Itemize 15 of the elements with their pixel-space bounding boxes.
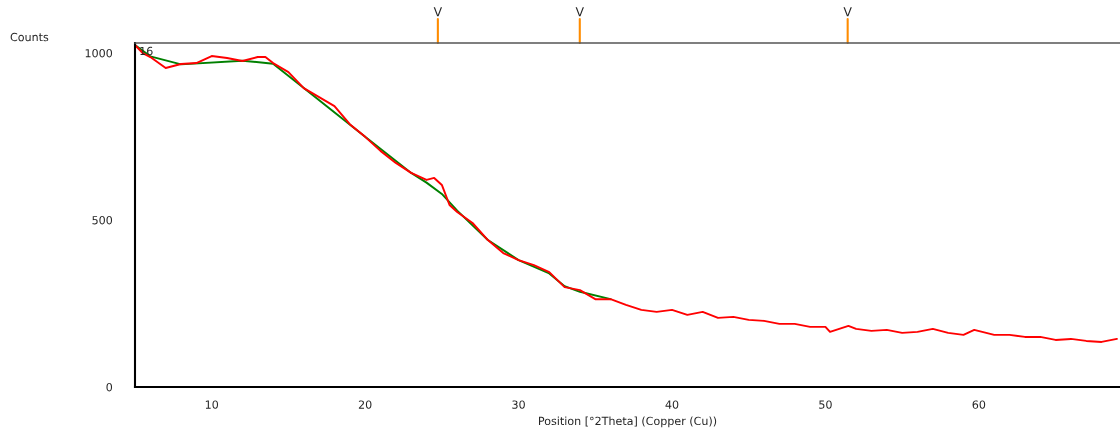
line-series <box>135 44 1118 343</box>
y-tick-label: 500 <box>92 215 113 225</box>
y-tick-label: 0 <box>106 382 113 392</box>
x-axis-title: Position [°2Theta] (Copper (Cu)) <box>539 416 717 428</box>
y-axis-title: Counts <box>10 32 49 42</box>
x-tick-label: 30 <box>512 400 525 409</box>
x-tick-label: 20 <box>358 400 372 409</box>
ref-line-label: V <box>843 7 852 17</box>
x-tick-label: 50 <box>819 400 832 409</box>
x-tick-label: 40 <box>665 400 679 409</box>
y-tick-label: 1000 <box>85 48 113 58</box>
ref-line-label: V <box>575 7 584 17</box>
x-tick-label: 10 <box>205 400 219 409</box>
ref-line-label: V <box>433 7 443 17</box>
x-tick-label: 60 <box>972 400 986 409</box>
